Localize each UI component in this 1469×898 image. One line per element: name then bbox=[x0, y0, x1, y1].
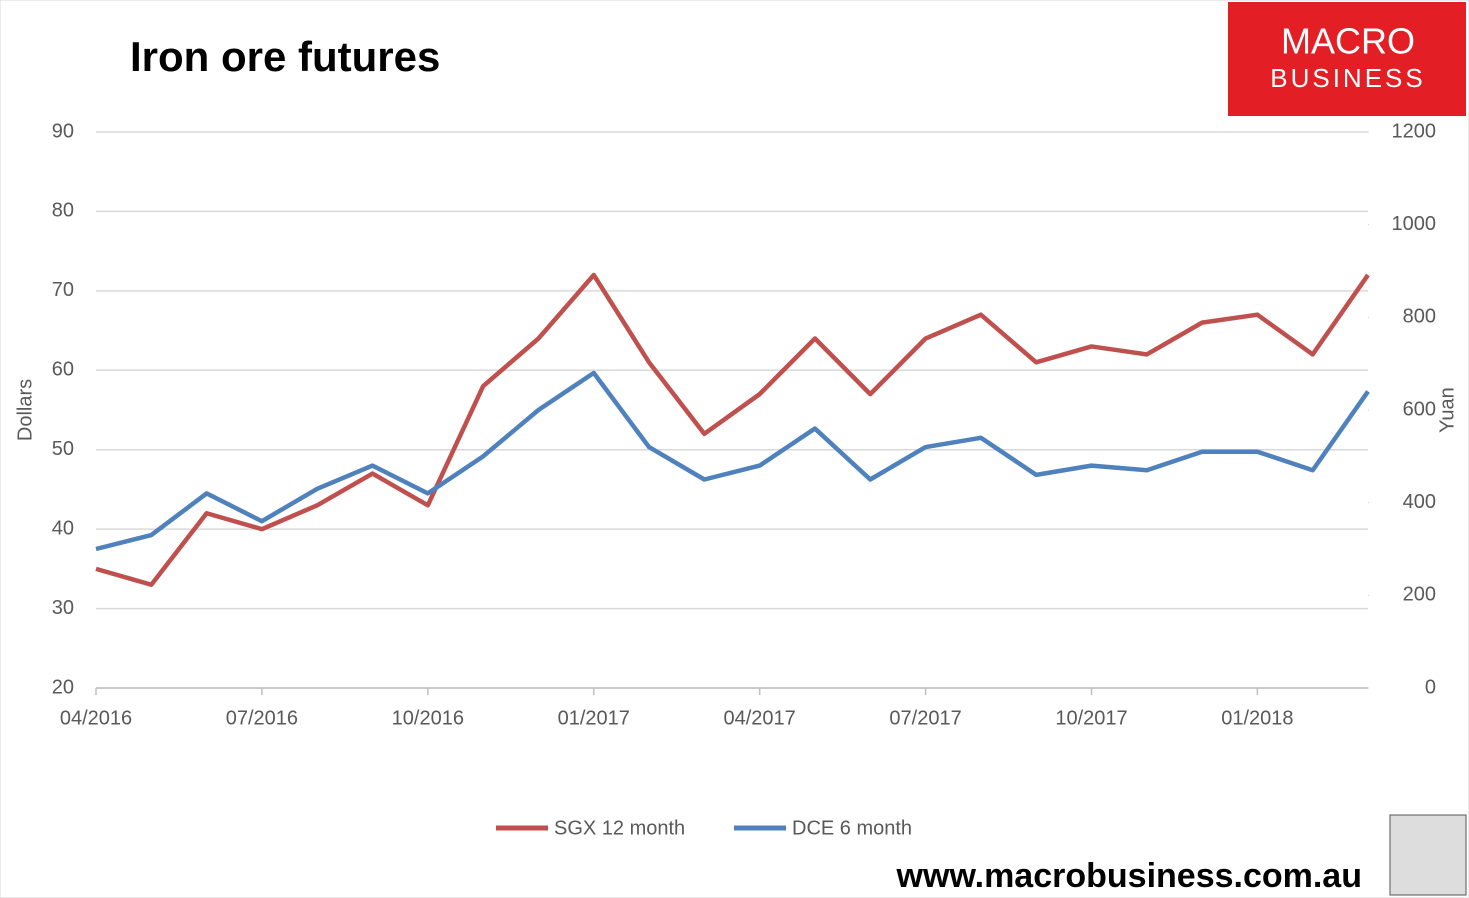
x-tick-label: 04/2017 bbox=[724, 707, 796, 729]
legend-label: DCE 6 month bbox=[792, 817, 912, 839]
x-tick-label: 07/2016 bbox=[226, 707, 298, 729]
y2-tick-label: 0 bbox=[1425, 676, 1436, 698]
x-tick-label: 10/2017 bbox=[1055, 707, 1127, 729]
fox-icon bbox=[1389, 814, 1467, 896]
y-tick-label: 90 bbox=[52, 120, 74, 142]
series-line bbox=[95, 272, 1370, 587]
chart-title: Iron ore futures bbox=[130, 33, 440, 80]
y2-tick-label: 200 bbox=[1403, 584, 1436, 606]
y-tick-label: 40 bbox=[52, 517, 74, 539]
y-tick-label: 30 bbox=[52, 597, 74, 619]
site-url: www.macrobusiness.com.au bbox=[896, 857, 1362, 895]
y-tick-label: 60 bbox=[52, 359, 74, 381]
logo-box bbox=[1228, 2, 1466, 116]
x-tick-label: 01/2018 bbox=[1221, 707, 1293, 729]
y-tick-label: 50 bbox=[52, 438, 74, 460]
y-tick-label: 70 bbox=[52, 279, 74, 301]
legend-label: SGX 12 month bbox=[554, 817, 685, 839]
y2-axis-title: Yuan bbox=[1436, 387, 1458, 433]
y2-tick-label: 800 bbox=[1403, 306, 1436, 328]
y-tick-label: 80 bbox=[52, 200, 74, 222]
logo-text: MACRO bbox=[1281, 21, 1415, 62]
y2-tick-label: 600 bbox=[1403, 398, 1436, 420]
y-tick-label: 20 bbox=[52, 676, 74, 698]
y2-tick-label: 1200 bbox=[1392, 120, 1437, 142]
y2-tick-label: 400 bbox=[1403, 491, 1436, 513]
y2-tick-label: 1000 bbox=[1392, 213, 1437, 235]
x-tick-label: 07/2017 bbox=[889, 707, 961, 729]
x-tick-label: 10/2016 bbox=[392, 707, 464, 729]
series-line bbox=[95, 370, 1370, 552]
logo-text: BUSINESS bbox=[1270, 63, 1426, 93]
x-tick-label: 01/2017 bbox=[558, 707, 630, 729]
y-axis-title: Dollars bbox=[14, 379, 36, 441]
x-tick-label: 04/2016 bbox=[60, 707, 132, 729]
